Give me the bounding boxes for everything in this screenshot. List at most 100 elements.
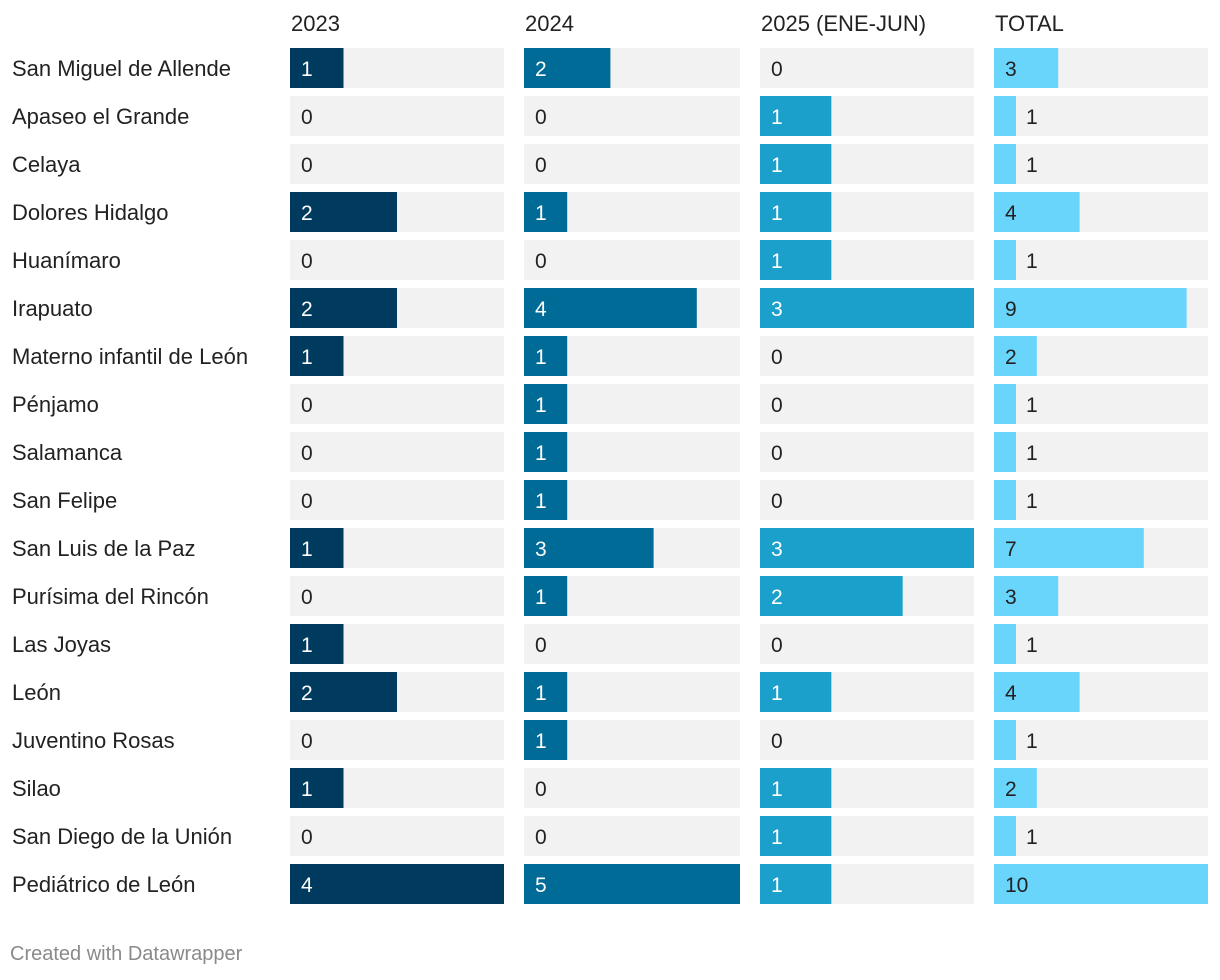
data-label: 3 xyxy=(771,538,783,561)
bar-track xyxy=(994,624,1208,664)
data-label: 2 xyxy=(301,298,313,321)
data-label: 0 xyxy=(771,394,783,417)
data-label: 10 xyxy=(1005,874,1028,897)
bar xyxy=(524,48,611,88)
row-label: Irapuato xyxy=(12,296,93,321)
row-label: Materno infantil de León xyxy=(12,344,248,369)
bar-track xyxy=(760,384,974,424)
data-label: 1 xyxy=(771,202,783,225)
data-label: 1 xyxy=(301,778,313,801)
column-title: 2024 xyxy=(525,11,574,36)
data-label: 1 xyxy=(301,634,313,657)
data-label: 0 xyxy=(301,826,313,849)
row-label: Pediátrico de León xyxy=(12,872,195,897)
bar xyxy=(524,192,568,232)
data-label: 1 xyxy=(1026,394,1038,417)
row-label: San Diego de la Unión xyxy=(12,824,232,849)
bar-track xyxy=(290,816,504,856)
data-label: 1 xyxy=(535,346,547,369)
data-label: 4 xyxy=(1005,682,1017,705)
bar-track xyxy=(290,432,504,472)
bar xyxy=(994,288,1187,328)
data-label: 1 xyxy=(771,778,783,801)
bar xyxy=(760,576,903,616)
data-label: 0 xyxy=(771,346,783,369)
bar xyxy=(760,192,832,232)
data-label: 1 xyxy=(301,346,313,369)
bar xyxy=(994,768,1037,808)
data-label: 1 xyxy=(535,394,547,417)
data-label: 1 xyxy=(1026,634,1038,657)
column-title: 2025 (ENE-JUN) xyxy=(761,11,926,36)
data-label: 0 xyxy=(535,634,547,657)
bar xyxy=(524,528,654,568)
data-label: 0 xyxy=(771,442,783,465)
row-label: San Felipe xyxy=(12,488,117,513)
data-label: 0 xyxy=(301,250,313,273)
data-label: 0 xyxy=(535,250,547,273)
data-label: 9 xyxy=(1005,298,1017,321)
bar xyxy=(994,192,1080,232)
data-label: 0 xyxy=(771,634,783,657)
bar-track xyxy=(994,816,1208,856)
bar xyxy=(994,672,1080,712)
column-title: TOTAL xyxy=(995,11,1064,36)
bar xyxy=(290,624,344,664)
row-label: San Luis de la Paz xyxy=(12,536,195,561)
bar-track xyxy=(290,720,504,760)
data-label: 1 xyxy=(771,826,783,849)
data-label: 0 xyxy=(301,154,313,177)
bar xyxy=(524,576,568,616)
data-label: 1 xyxy=(535,682,547,705)
bar xyxy=(760,144,832,184)
bar xyxy=(994,96,1016,136)
data-label: 1 xyxy=(535,730,547,753)
bar-track xyxy=(760,624,974,664)
data-label: 1 xyxy=(301,538,313,561)
data-label: 5 xyxy=(535,874,547,897)
data-label: 0 xyxy=(301,106,313,129)
bar xyxy=(760,816,832,856)
bar-track xyxy=(760,336,974,376)
bar-track xyxy=(760,480,974,520)
data-label: 3 xyxy=(1005,58,1017,81)
bar-track xyxy=(994,384,1208,424)
bar-track xyxy=(524,768,740,808)
bar xyxy=(994,384,1016,424)
data-label: 2 xyxy=(301,682,313,705)
row-label: Salamanca xyxy=(12,440,123,465)
data-label: 1 xyxy=(1026,154,1038,177)
bar-track xyxy=(994,144,1208,184)
data-label: 0 xyxy=(535,154,547,177)
data-label: 1 xyxy=(535,586,547,609)
data-label: 3 xyxy=(535,538,547,561)
data-label: 1 xyxy=(771,106,783,129)
data-label: 0 xyxy=(301,586,313,609)
bar-track xyxy=(290,96,504,136)
data-label: 2 xyxy=(771,586,783,609)
bar xyxy=(994,48,1059,88)
bar xyxy=(760,96,832,136)
bar-track xyxy=(760,48,974,88)
data-label: 2 xyxy=(1005,346,1017,369)
row-label: Pénjamo xyxy=(12,392,99,417)
bar xyxy=(524,672,568,712)
data-label: 1 xyxy=(535,442,547,465)
data-label: 1 xyxy=(1026,730,1038,753)
data-label: 4 xyxy=(1005,202,1017,225)
bar-track xyxy=(994,432,1208,472)
bar xyxy=(524,432,568,472)
bar-track xyxy=(290,384,504,424)
data-label: 2 xyxy=(535,58,547,81)
data-label: 1 xyxy=(535,202,547,225)
bar xyxy=(760,672,832,712)
bar xyxy=(524,720,568,760)
bar xyxy=(290,192,397,232)
bar xyxy=(994,480,1016,520)
data-label: 2 xyxy=(1005,778,1017,801)
bar-track xyxy=(290,480,504,520)
bar xyxy=(994,144,1016,184)
bar xyxy=(760,240,832,280)
data-label: 2 xyxy=(301,202,313,225)
row-label: Juventino Rosas xyxy=(12,728,175,753)
